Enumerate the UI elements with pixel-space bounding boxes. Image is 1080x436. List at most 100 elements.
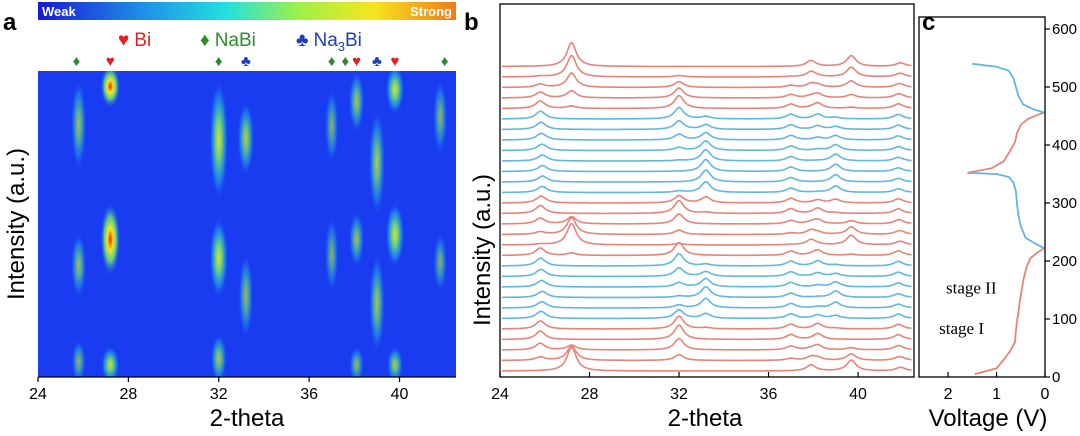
stacked-xrd-panel: 24 28 32 36 40 — [491, 3, 915, 403]
heatmap — [38, 71, 456, 377]
legend-label-sub: 3 — [338, 39, 345, 54]
xrd-scan — [502, 297, 912, 309]
x-axis-label-a: 2-theta — [210, 405, 285, 432]
x-axis-label-c: Voltage (V) — [929, 405, 1048, 432]
heatmap-spot — [71, 233, 87, 298]
xrd-scan — [502, 216, 912, 236]
stage-annotation: stage I — [939, 319, 984, 338]
phase-marker: ♥ — [352, 53, 361, 70]
xrd-scan — [502, 139, 912, 152]
heatmap-spot — [349, 211, 365, 267]
xrd-scan — [502, 87, 912, 99]
heatmap-spot — [385, 71, 405, 114]
heatmap-spot — [386, 346, 403, 377]
heatmap-spot — [433, 80, 448, 154]
xrd-scan — [502, 169, 912, 183]
xrd-scan — [502, 324, 912, 341]
y-tick-label-c: 200 — [1052, 253, 1077, 270]
xrd-scan — [502, 41, 912, 68]
x-tick-label-a: 28 — [119, 386, 137, 403]
x-tick-label-a: 32 — [210, 386, 228, 403]
heatmap-spot — [368, 110, 385, 215]
xrd-scan — [502, 266, 912, 278]
xrd-scan — [502, 252, 912, 267]
heatmap-spot — [101, 346, 120, 377]
stage-annotation: stage II — [946, 279, 997, 298]
x-tick-label-b: 36 — [760, 386, 778, 403]
xrd-scan — [502, 222, 912, 246]
legend-item: ♦ NaBi — [200, 30, 256, 51]
x-tick-label-b: 24 — [491, 386, 509, 403]
heatmap-spot — [238, 254, 254, 338]
x-tick-label-b: 40 — [849, 386, 867, 403]
xrd-scan — [501, 277, 912, 288]
x-tick-label-c: 1 — [992, 386, 1001, 403]
xrd-scan — [502, 106, 912, 120]
xrd-scan — [502, 345, 912, 362]
y-tick-label-c: 500 — [1052, 79, 1077, 96]
xrd-scan — [502, 119, 912, 131]
legend-label: NaBi — [215, 30, 256, 51]
x-tick-label-b: 32 — [670, 386, 688, 403]
colorbar-low-label: Weak — [42, 4, 76, 19]
heatmap-spot — [100, 202, 121, 276]
x-tick-label-b: 28 — [581, 386, 599, 403]
xrd-scan — [502, 346, 912, 372]
xrd-scan — [502, 308, 912, 320]
phase-marker: ♥ — [106, 53, 115, 70]
xrd-scan — [502, 148, 912, 162]
y-tick-label-c: 600 — [1052, 21, 1077, 38]
heatmap-spot — [237, 101, 255, 175]
voltage-curve — [967, 171, 1045, 249]
heatmap-spot — [324, 89, 339, 163]
phase-marker: ♥ — [391, 53, 400, 70]
xrd-scan — [502, 158, 912, 173]
phase-marker: ♦ — [215, 53, 223, 70]
y-tick-label-c: 300 — [1052, 195, 1077, 212]
plot-frame-c — [918, 16, 1046, 378]
colorbar-high-label: Strong — [410, 4, 452, 19]
phase-marker: ♦ — [341, 53, 349, 70]
xrd-scan — [502, 213, 912, 225]
y-axis-label-a: Intensity (a.u.) — [3, 148, 30, 300]
phase-marker: ♦ — [73, 53, 81, 70]
phase-marker: ♣ — [241, 53, 251, 70]
heatmap-spot — [369, 254, 385, 353]
xrd-scan — [502, 180, 912, 194]
x-tick-label-a: 40 — [391, 386, 409, 403]
voltage-curve — [967, 111, 1045, 174]
xrd-scan — [502, 194, 912, 204]
xrd-scan — [502, 94, 912, 110]
x-tick-label-a: 36 — [300, 386, 318, 403]
legend-label-tail: Bi — [345, 30, 362, 51]
y-tick-label-c: 400 — [1052, 137, 1077, 154]
legend-item: ♥ Bi — [118, 30, 151, 51]
y-tick-label-c: 0 — [1052, 369, 1060, 386]
phase-marker: ♦ — [328, 53, 336, 70]
xrd-scan — [502, 285, 912, 299]
panel-label-a: a — [3, 9, 17, 36]
phase-markers: ♦ ♥ ♦ ♣ ♦ ♦ ♥ ♣ ♥ ♦ — [73, 53, 449, 70]
legend-label: Bi — [134, 30, 151, 51]
x-tick-label-c: 0 — [1041, 386, 1050, 403]
heatmap-spot — [349, 346, 364, 377]
xrd-scan — [502, 131, 912, 141]
xrd-scan — [502, 241, 912, 257]
plot-frame-b — [499, 3, 915, 378]
legend-symbol: ♦ — [200, 30, 210, 51]
voltage-curve — [972, 62, 1045, 114]
heatmap-spot — [433, 233, 447, 292]
legend-label: Na — [313, 30, 338, 51]
panel-label-b: b — [464, 9, 479, 36]
xrd-scan — [502, 72, 912, 89]
heatmap-spot — [324, 218, 339, 292]
colorbar-gradient — [38, 2, 456, 20]
xrd-scan — [502, 315, 912, 330]
y-tick-label-c: 100 — [1052, 311, 1077, 328]
heatmap-spot — [385, 202, 405, 267]
legend-symbol: ♥ — [118, 30, 129, 51]
heatmap-spot — [210, 334, 227, 377]
heatmap-spot — [100, 71, 121, 108]
heatmap-spot — [209, 80, 229, 200]
